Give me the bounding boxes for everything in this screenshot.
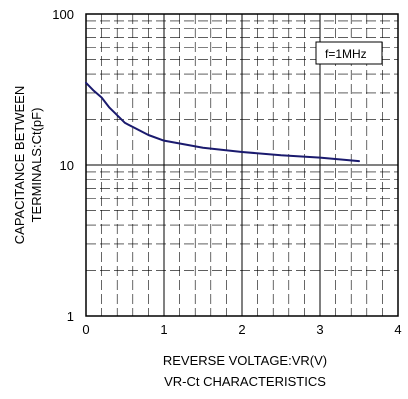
y-axis-label-line-1: CAPACITANCE BETWEEN	[12, 86, 27, 244]
chart-title: VR-Ct CHARACTERISTICS	[164, 374, 326, 389]
x-tick-label: 2	[238, 322, 245, 337]
y-tick-label: 100	[52, 7, 74, 22]
y-tick-label: 1	[67, 309, 74, 324]
x-tick-label: 4	[394, 322, 401, 337]
series-layer	[85, 81, 360, 163]
x-tick-label: 1	[160, 322, 167, 337]
x-axis-label: REVERSE VOLTAGE:VR(V)	[163, 353, 327, 368]
x-tick-label: 3	[316, 322, 323, 337]
annotation-text: f=1MHz	[325, 47, 367, 61]
y-tick-labels: 1 10 100	[52, 7, 74, 324]
series-line-0	[85, 81, 360, 163]
annotation-box	[315, 41, 383, 65]
y-tick-label: 10	[60, 158, 74, 173]
plot-frame	[85, 13, 399, 317]
x-tick-labels: 0 1 2 3 4	[82, 322, 401, 337]
frequency-annotation: f=1MHz	[315, 41, 383, 65]
y-axis-label-line-2: TERMINALS:Ct(pF)	[29, 108, 44, 223]
x-tick-label: 0	[82, 322, 89, 337]
